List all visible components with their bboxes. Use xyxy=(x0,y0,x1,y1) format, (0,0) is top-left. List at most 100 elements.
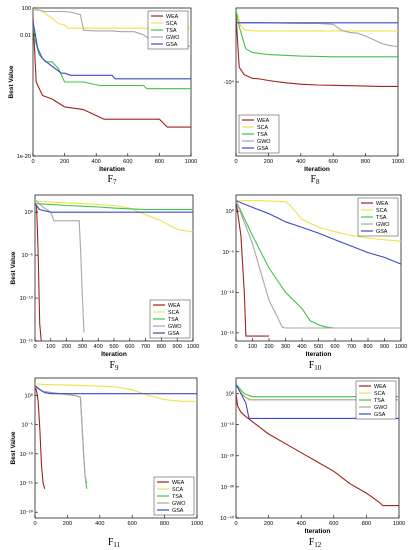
y-tick-label: 10⁻³⁰ xyxy=(221,484,235,491)
x-axis-label: Iteration xyxy=(101,351,127,358)
x-tick-label: 500 xyxy=(109,344,118,350)
x-tick-label: 100 xyxy=(46,344,55,350)
series-line-wea xyxy=(35,385,46,489)
series-line-sca xyxy=(35,383,197,402)
y-tick-label: 10⁻⁵ xyxy=(223,249,235,256)
x-tick-label: 0 xyxy=(234,344,237,350)
panel-f12: 0 200 400 600 800 1000 10⁻⁴⁰ 10⁻³⁰ 10⁻²⁰ 10⁻¹⁰ 10⁰… xyxy=(220,377,405,549)
series-line-tsa xyxy=(33,21,191,90)
series-line-gsa xyxy=(35,385,197,395)
x-tick-label: 600 xyxy=(123,159,132,165)
x-tick-label: 200 xyxy=(264,344,273,350)
series-line-sca xyxy=(33,8,191,29)
series-line-gwo xyxy=(35,199,85,333)
x-tick-label: 200 xyxy=(264,159,273,165)
legend-label-sca: SCA xyxy=(257,125,268,131)
legend-label-sca: SCA xyxy=(172,487,183,493)
panel-f7: 0 200 400 600 800 1000 1e-20 0.01 100 Iteration Be… xyxy=(8,6,197,186)
x-tick-label: 400 xyxy=(92,159,101,165)
panel-caption: F8 xyxy=(310,174,320,186)
y-axis-label: Best Value xyxy=(8,65,15,98)
legend-label-wea: WEA xyxy=(374,384,387,390)
legend-label-wea: WEA xyxy=(376,201,389,207)
x-axis-label: Iteration xyxy=(99,166,125,173)
series-line-gsa xyxy=(236,383,399,419)
x-tick-label: 1000 xyxy=(392,159,404,165)
legend-label-gsa: GSA xyxy=(376,229,388,235)
series-line-wea xyxy=(33,18,191,128)
legend-label-sca: SCA xyxy=(166,21,177,27)
x-tick-label: 600 xyxy=(125,344,134,350)
x-tick-label: 800 xyxy=(363,344,372,350)
legend-label-tsa: TSA xyxy=(257,132,268,138)
y-tick-label: 10⁻¹⁰ xyxy=(20,295,34,302)
x-tick-label: 1000 xyxy=(393,521,405,527)
legend-label-tsa: TSA xyxy=(172,494,183,500)
x-tick-label: 700 xyxy=(141,344,150,350)
y-tick-label: 10⁻¹⁰ xyxy=(221,289,235,296)
x-tick-label: 200 xyxy=(63,521,72,527)
x-tick-label: 400 xyxy=(297,344,306,350)
x-tick-label: 1000 xyxy=(191,521,203,527)
x-tick-label: 1000 xyxy=(185,159,197,165)
x-tick-label: 300 xyxy=(78,344,87,350)
y-tick-label: 0.01 xyxy=(20,33,31,39)
x-tick-label: 0 xyxy=(31,159,34,165)
panel-f10: 0 100 200 300 400 500 600 700 800 900 1000 10⁻¹⁵ 10⁻… xyxy=(221,194,407,372)
series-line-gsa xyxy=(33,21,191,80)
x-tick-label: 0 xyxy=(33,344,36,350)
panel-f9: 0 100 200 300 400 500 600 700 800 900 1000 10⁻¹⁵ 10⁻… xyxy=(10,194,199,372)
y-tick-label: 10⁻¹⁰ xyxy=(221,422,235,429)
series-group xyxy=(35,383,197,489)
x-tick-label: 1000 xyxy=(187,344,199,350)
series-line-gwo xyxy=(35,386,88,484)
series-line-wea xyxy=(236,15,398,87)
legend-label-wea: WEA xyxy=(172,480,185,486)
x-tick-label: 200 xyxy=(60,159,69,165)
x-tick-label: 400 xyxy=(94,344,103,350)
series-group xyxy=(236,200,401,337)
x-tick-label: 700 xyxy=(347,344,356,350)
x-tick-label: 200 xyxy=(62,344,71,350)
y-tick-label: 100 xyxy=(22,6,31,12)
legend-label-gwo: GWO xyxy=(374,405,387,411)
legend-label-tsa: TSA xyxy=(374,398,385,404)
legend-label-sca: SCA xyxy=(374,391,385,397)
panel-caption: F11 xyxy=(108,537,121,549)
x-axis-label: Iteration xyxy=(306,351,332,358)
panel-caption: F7 xyxy=(107,174,117,186)
legend-label-wea: WEA xyxy=(166,14,179,20)
panel-f11: 0 200 400 600 800 1000 10⁻²⁰ 10⁻¹⁵ 10⁻¹⁰ 10⁻⁵ 10⁰ B… xyxy=(10,377,203,549)
x-tick-label: 600 xyxy=(329,159,338,165)
legend-label-gsa: GSA xyxy=(374,412,386,418)
y-axis-label: Best Value xyxy=(10,431,17,464)
legend-label-gsa: GSA xyxy=(166,42,178,48)
series-line-gwo xyxy=(236,22,398,48)
legend-label-sca: SCA xyxy=(168,310,179,316)
plot-frame xyxy=(235,377,400,519)
legend-label-gwo: GWO xyxy=(257,139,270,145)
x-tick-label: 1000 xyxy=(395,344,407,350)
x-tick-label: 0 xyxy=(234,521,237,527)
x-tick-label: 900 xyxy=(380,344,389,350)
legend-label-gwo: GWO xyxy=(166,35,179,41)
y-axis-label: Best Value xyxy=(10,251,17,284)
y-tick-label: 10⁰ xyxy=(226,208,235,215)
x-tick-label: 800 xyxy=(157,344,166,350)
y-tick-label: 10⁰ xyxy=(25,209,34,216)
series-line-wea xyxy=(236,393,399,507)
y-tick-label: 10⁻²⁰ xyxy=(20,509,34,516)
legend-label-wea: WEA xyxy=(257,118,270,124)
y-tick-label: 1e-20 xyxy=(17,154,31,160)
legend-label-gsa: GSA xyxy=(257,146,269,152)
x-tick-label: 300 xyxy=(281,344,290,350)
x-tick-label: 800 xyxy=(362,521,371,527)
legend-label-tsa: TSA xyxy=(166,28,177,34)
y-tick-label: 10⁻⁵ xyxy=(22,422,34,429)
x-tick-label: 200 xyxy=(264,521,273,527)
x-tick-label: 400 xyxy=(95,521,104,527)
